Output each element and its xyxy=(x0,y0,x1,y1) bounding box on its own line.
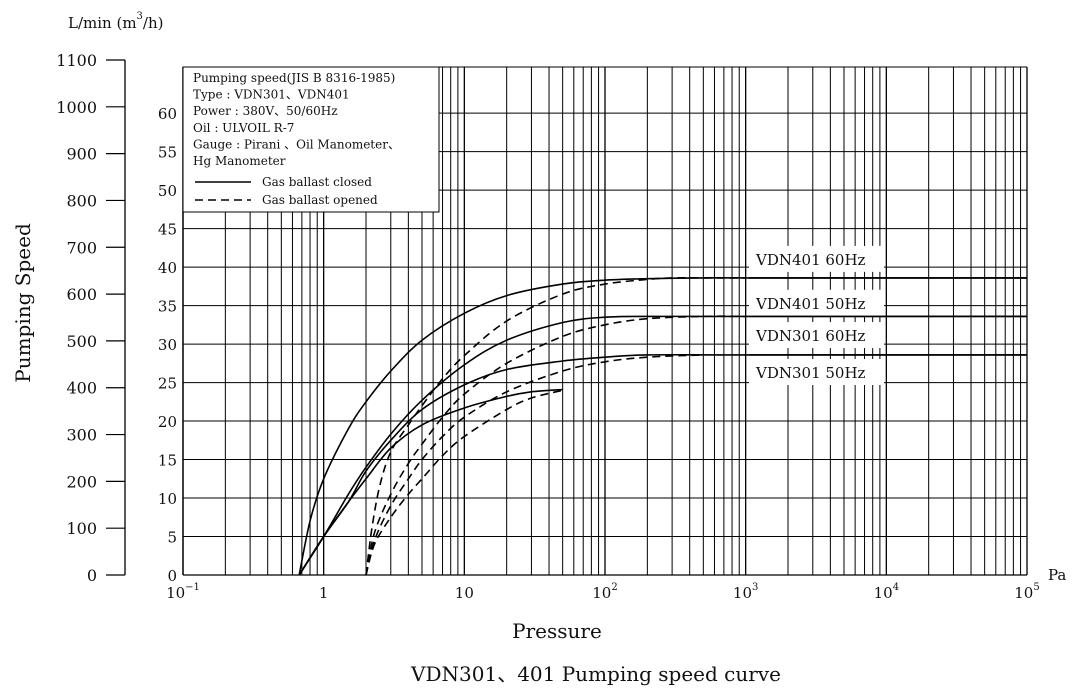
x-tick-label: 10−1 xyxy=(166,582,200,602)
left-y-tick-label: 600 xyxy=(66,285,97,304)
x-tick-label: 1 xyxy=(319,584,329,602)
left-y-tick-label: 800 xyxy=(66,191,97,210)
series-line-vdn301-50hz-closed xyxy=(298,388,563,576)
right-y-tick-label: 40 xyxy=(158,259,177,277)
left-y-tick-label: 200 xyxy=(66,472,97,491)
left-y-tick-label: 900 xyxy=(66,145,97,164)
legend-style-label: Gas ballast opened xyxy=(262,193,378,207)
right-y-tick-label: 15 xyxy=(158,452,177,470)
left-y-tick-label: 400 xyxy=(66,379,97,398)
right-y-tick-label: 0 xyxy=(167,567,177,585)
right-y-tick-label: 20 xyxy=(158,413,177,431)
right-y-tick-label: 55 xyxy=(158,144,177,162)
axes: 0 100 200 300 400 500 600 700 800 900 1000 1100 0 5 10… xyxy=(56,51,1039,602)
x-tick-label: 10 xyxy=(455,584,474,602)
legend-style-label: Gas ballast closed xyxy=(262,175,372,189)
series-line-vdn401-50hz-opened xyxy=(365,315,746,576)
x-tick-label: 102 xyxy=(592,582,617,602)
series-line-vdn301-50hz-opened xyxy=(365,389,563,576)
x-tick-label: 105 xyxy=(1014,582,1039,602)
y-axis-label: Pumping Speed xyxy=(11,223,35,383)
left-y-tick-label: 0 xyxy=(87,566,97,585)
left-y-tick-label: 1100 xyxy=(56,51,97,70)
series-label: VDN401 60Hz xyxy=(755,251,866,269)
right-y-tick-label: 5 xyxy=(167,529,177,547)
y-unit-main: L/min (m xyxy=(68,14,137,32)
legend-line: Hg Manometer xyxy=(193,154,286,168)
right-y-tick-label: 10 xyxy=(158,490,177,508)
legend-line: Pumping speed(JIS B 8316-1985) xyxy=(193,71,395,85)
legend-box xyxy=(182,66,440,213)
x-axis-label: Pressure xyxy=(512,619,602,643)
y-axis-unit: L/min (m3/h) xyxy=(68,11,164,32)
x-tick-label: 104 xyxy=(874,582,899,602)
series-line-vdn401-60hz-opened xyxy=(365,276,746,576)
left-y-tick-label: 500 xyxy=(66,332,97,351)
legend-line: Gauge : Pirani 、Oil Manometer、 xyxy=(193,137,400,151)
series-label: VDN301 50Hz xyxy=(755,364,866,382)
left-y-tick-label: 1000 xyxy=(56,98,97,117)
series-line-vdn401-50hz-closed xyxy=(298,315,1027,576)
series-labels: VDN401 60Hz VDN401 50Hz VDN301 60Hz VDN301 … xyxy=(749,245,1027,386)
legend: Pumping speed(JIS B 8316-1985) Type : VDN… xyxy=(182,66,440,213)
y-unit-end: /h) xyxy=(143,14,164,32)
legend-line: Power : 380V、50/60Hz xyxy=(193,104,338,118)
right-y-tick-label: 45 xyxy=(158,221,177,239)
series-label-bg xyxy=(749,245,884,272)
series-label: VDN401 50Hz xyxy=(755,295,866,313)
right-y-tick-label: 35 xyxy=(158,298,177,316)
x-axis-unit: Pa xyxy=(1048,566,1066,584)
series-label-bg xyxy=(749,322,884,349)
chart-title: VDN301、401 Pumping speed curve xyxy=(410,662,781,686)
left-y-tick-label: 300 xyxy=(66,426,97,445)
series-label: VDN301 60Hz xyxy=(755,327,866,345)
left-y-tick-label: 100 xyxy=(66,519,97,538)
right-y-tick-label: 50 xyxy=(158,182,177,200)
x-tick-label: 103 xyxy=(733,582,758,602)
legend-line: Oil : ULVOIL R-7 xyxy=(193,121,294,135)
series-label-bg xyxy=(749,359,884,386)
series-label-bg xyxy=(749,289,884,316)
y-unit-sup: 3 xyxy=(137,11,143,22)
right-y-tick-label: 30 xyxy=(158,336,177,354)
left-y-tick-label: 700 xyxy=(66,238,97,257)
series-line-vdn301-60hz-opened xyxy=(365,354,704,576)
legend-line: Type : VDN301、VDN401 xyxy=(193,88,350,102)
right-y-tick-label: 60 xyxy=(158,105,177,123)
right-y-tick-label: 25 xyxy=(158,375,177,393)
